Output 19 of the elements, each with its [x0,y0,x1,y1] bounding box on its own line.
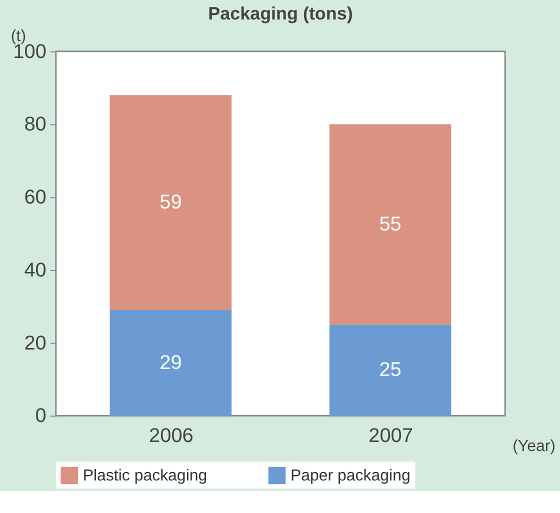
data-label: 55 [379,213,402,236]
x-tick-label: 2007 [368,425,413,448]
y-tick-label: 40 [24,259,46,282]
y-tick-label: 60 [24,186,46,209]
bar [110,95,232,310]
data-label: 59 [160,192,182,214]
data-label: 25 [379,359,402,382]
x-axis-title: (Year) [512,438,556,456]
y-tick-label: 20 [24,332,46,354]
bar [329,324,452,416]
data-label: 29 [160,352,182,374]
bar [110,310,232,416]
y-tick-label: 0 [35,405,46,428]
legend-label: Paper packaging [290,468,410,484]
y-tick-label: 80 [24,114,46,136]
chart-title: Packaging (tons) [208,3,353,24]
x-tick-label: 2006 [149,425,194,448]
legend-label: Plastic packaging [82,468,208,484]
bar [329,124,452,325]
